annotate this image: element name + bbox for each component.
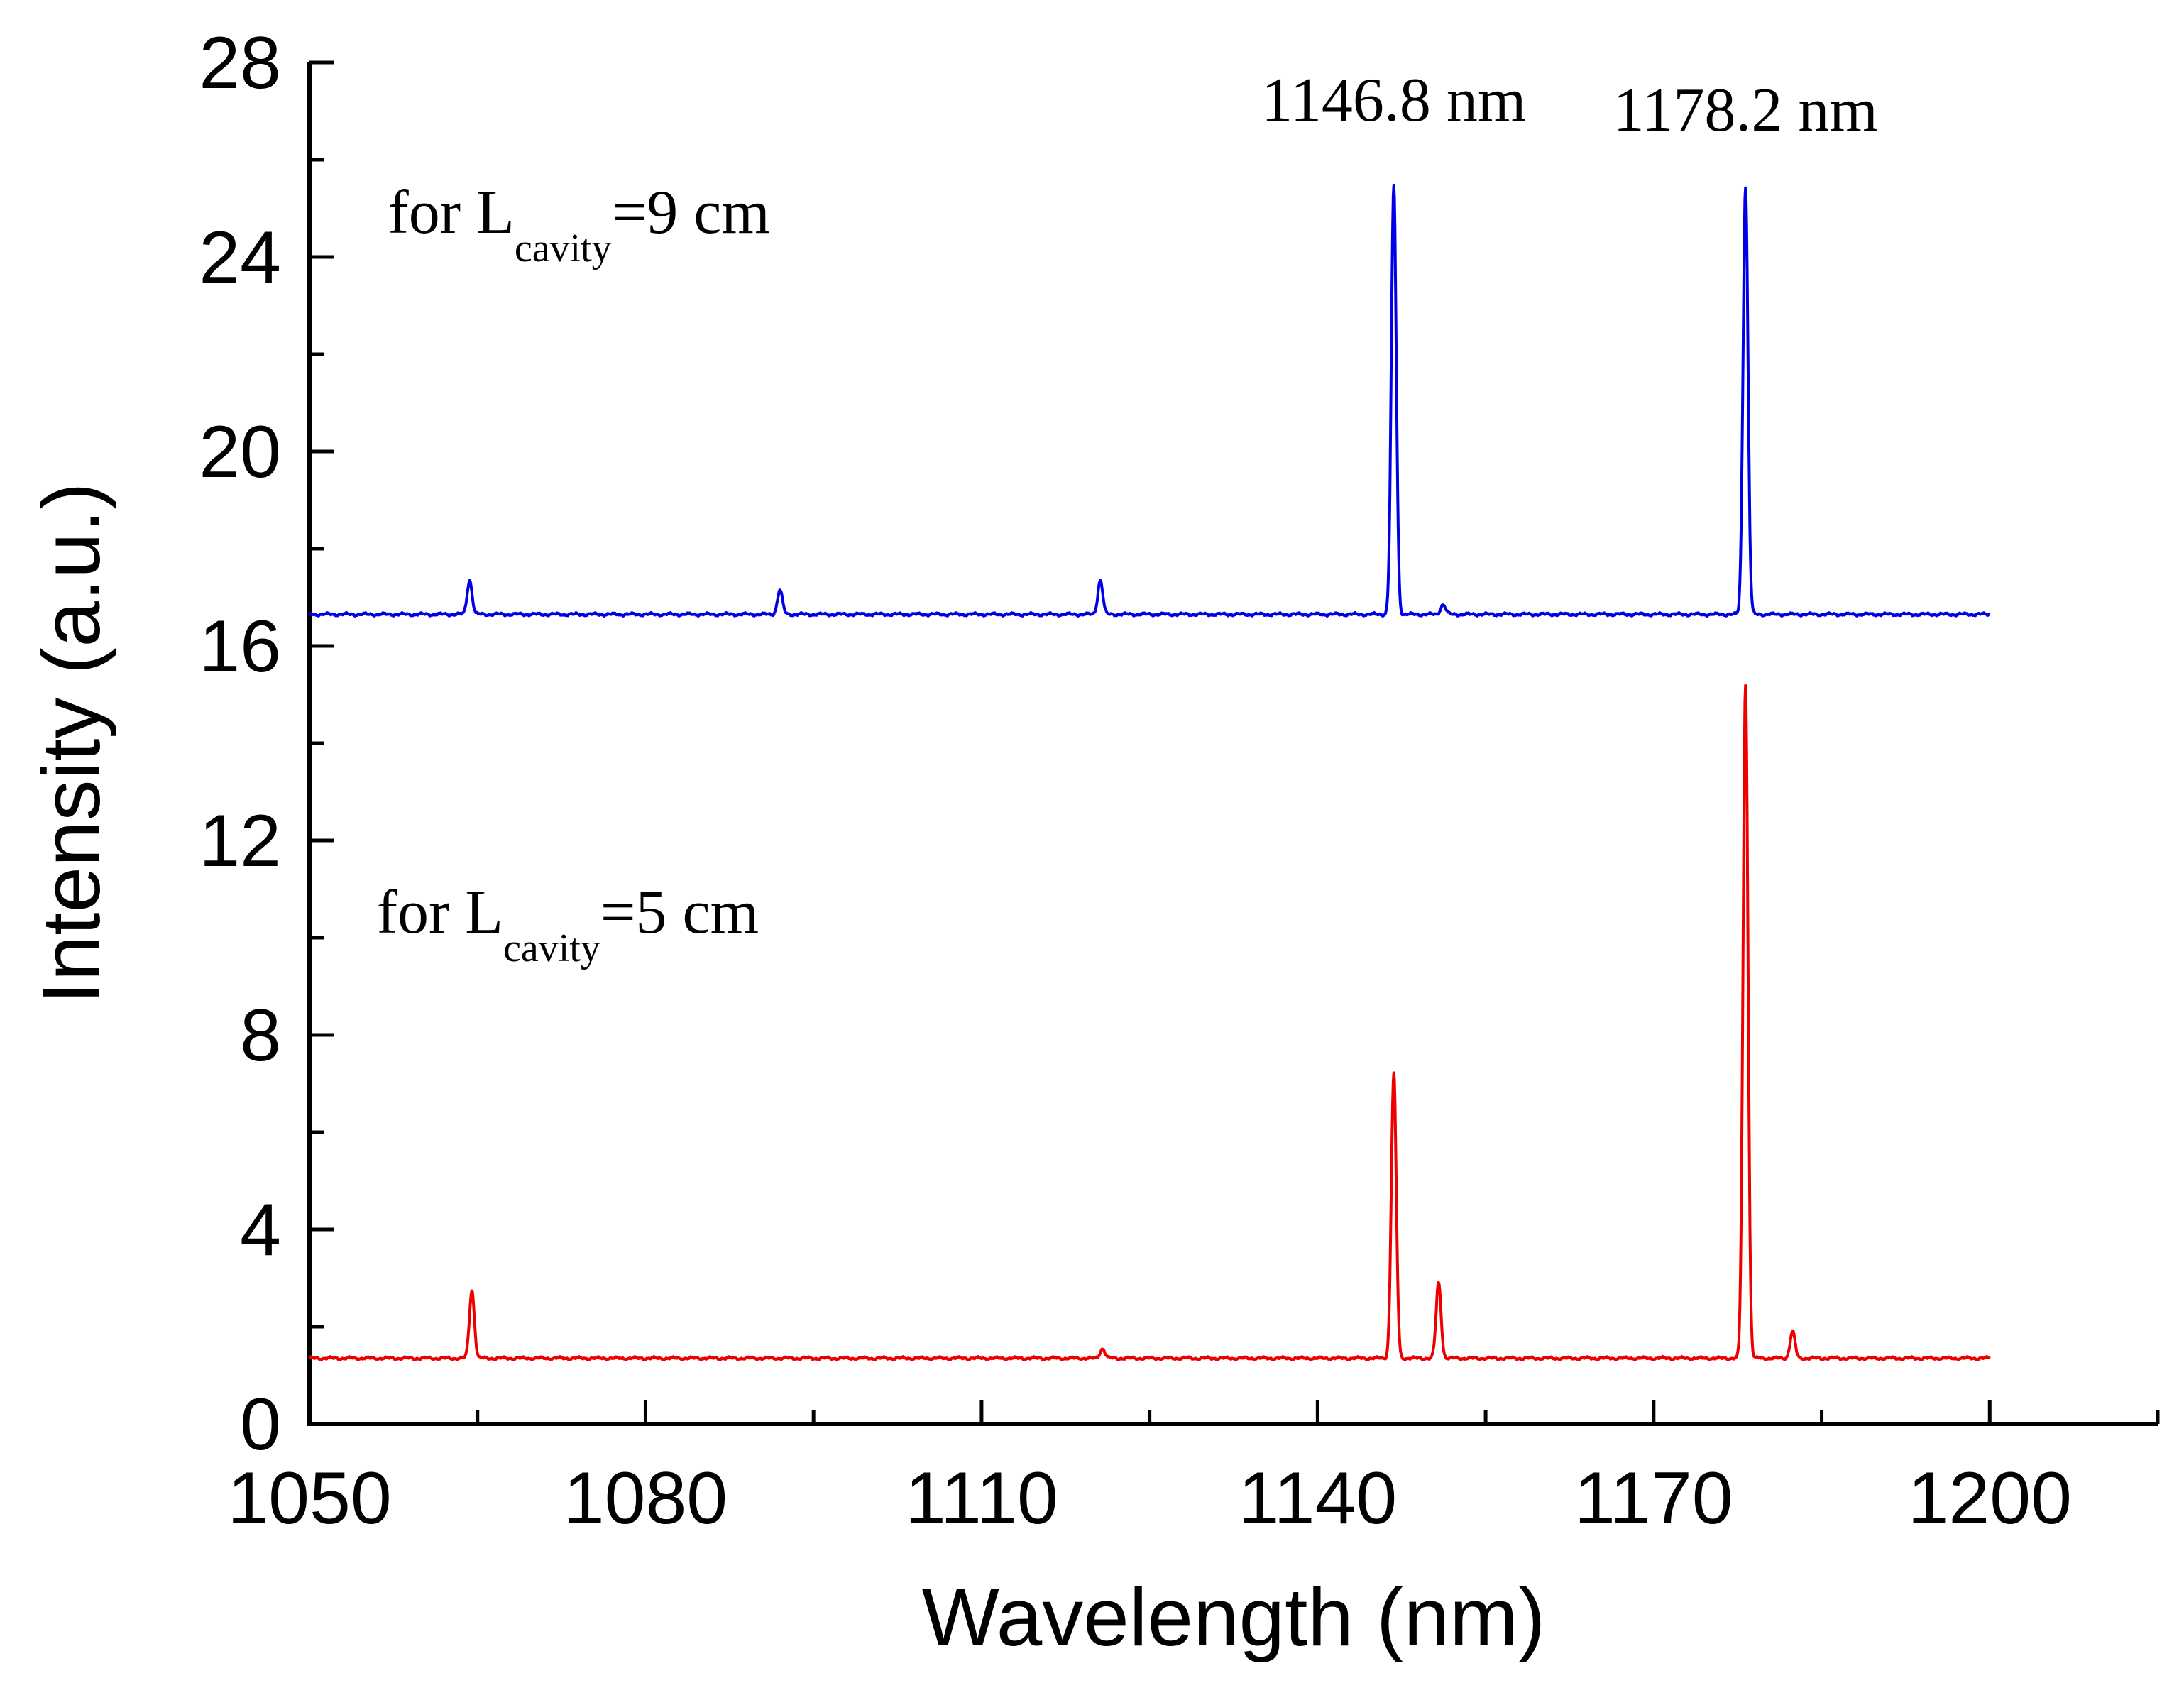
series-line: [308, 183, 1991, 618]
series-line: [308, 684, 1991, 1362]
x-tick-label: 1200: [1908, 1457, 2072, 1540]
x-tick-label: 1140: [1239, 1457, 1398, 1540]
y-tick-label: 16: [199, 605, 281, 688]
x-tick-label: 1080: [564, 1457, 728, 1540]
cavity-length-label: for Lcavity=5 cm: [377, 878, 759, 970]
x-axis-title: Wavelength (nm): [922, 1571, 1546, 1663]
y-tick-label: 4: [240, 1189, 281, 1271]
x-tick-label: 1050: [227, 1457, 391, 1540]
cavity-label-tail: =9 cm: [612, 178, 770, 247]
y-tick-label: 20: [199, 411, 281, 493]
axis-ticks: 1050 1080 1110 1140 1170 1200 0 4 8 12 16 20 24 28: [199, 22, 2160, 1540]
y-tick-label: 28: [199, 22, 281, 104]
y-tick-label: 24: [199, 216, 281, 299]
cavity-label-main: for L: [377, 878, 503, 947]
y-tick-label: 12: [199, 800, 281, 882]
y-tick-label: 8: [240, 994, 281, 1077]
series-0: [308, 183, 1991, 618]
y-tick-label: 0: [240, 1383, 281, 1466]
cavity-label-subscript: cavity: [503, 926, 600, 970]
x-tick-label: 1170: [1574, 1457, 1733, 1540]
cavity-label-main: for L: [388, 178, 514, 247]
cavity-label-tail: =5 cm: [600, 878, 759, 947]
y-axis-title: Intensity (a.u.): [25, 483, 117, 1004]
series-layer: [308, 183, 1991, 1362]
series-1: [308, 684, 1991, 1362]
x-tick-label: 1110: [905, 1457, 1058, 1540]
peak-label: 1178.2 nm: [1613, 76, 1878, 145]
cavity-length-label: for Lcavity=9 cm: [388, 178, 769, 270]
cavity-label-subscript: cavity: [515, 226, 612, 270]
peak-label: 1146.8 nm: [1261, 66, 1526, 135]
